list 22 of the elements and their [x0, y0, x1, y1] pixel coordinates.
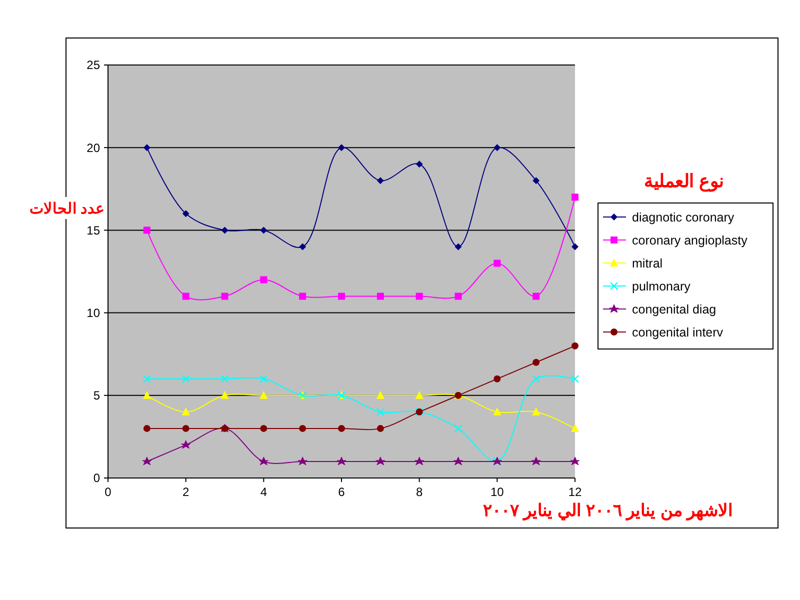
x-tick-label: 10 [490, 485, 504, 499]
x-tick-label: 12 [568, 485, 582, 499]
x-tick-label: 2 [182, 485, 190, 499]
legend-label: congenital diag [632, 302, 716, 316]
y-tick-label: 15 [86, 223, 100, 238]
y-axis-title: عدد الحالات [29, 200, 105, 218]
legend-label: diagnotic coronary [632, 210, 735, 224]
y-tick-label: 5 [93, 388, 100, 403]
x-tick-label: 6 [338, 485, 346, 499]
y-tick-label: 10 [86, 306, 100, 320]
legend-label: pulmonary [632, 279, 692, 294]
x-tick-label: 8 [416, 485, 423, 499]
x-tick-label: 4 [260, 485, 268, 499]
x-tick-label: 0 [104, 485, 112, 499]
y-tick-label: 20 [86, 140, 100, 155]
legend-label: congenital interv [632, 325, 724, 340]
y-tick-label: 0 [93, 471, 100, 486]
legend-title: نوع العملية [644, 171, 724, 192]
x-axis-title: الاشهر من يناير ٢٠٠٦ الي يناير ٢٠٠٧ [482, 501, 734, 521]
y-tick-label: 25 [86, 58, 100, 72]
legend-label: mitral [632, 256, 663, 270]
legend-label: coronary angioplasty [632, 233, 748, 248]
